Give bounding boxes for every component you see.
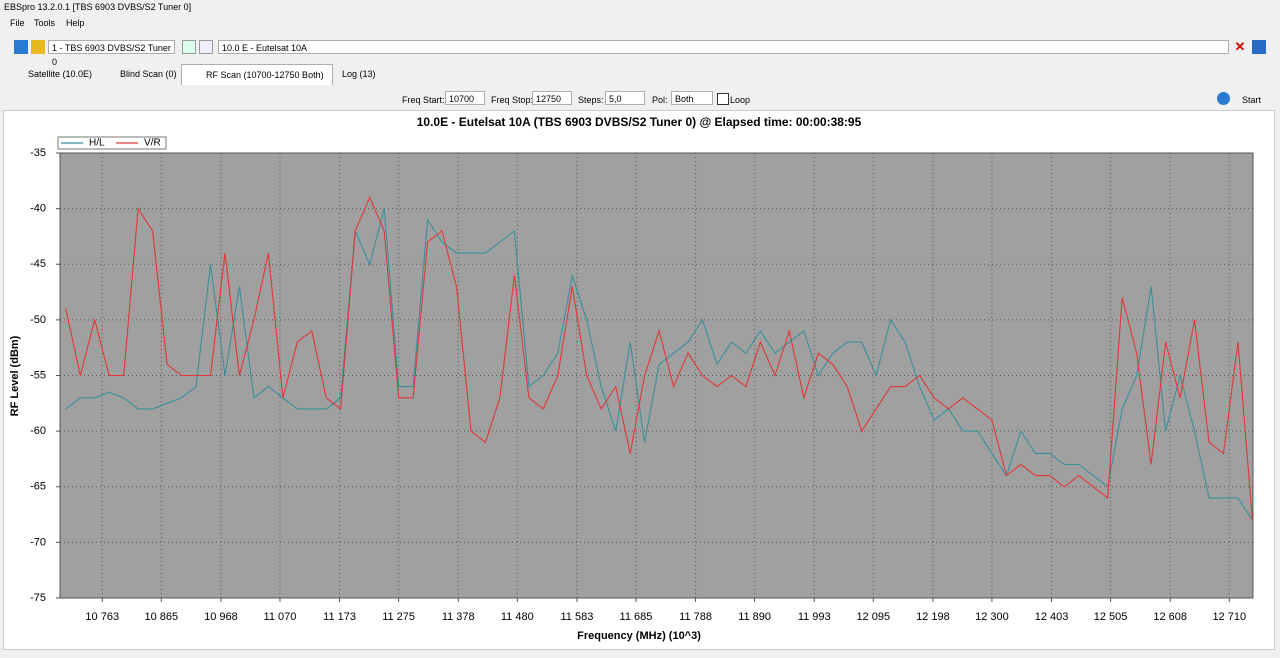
tab[interactable]: Blind Scan (0) [120,69,177,79]
y-tick-label: -55 [30,369,46,381]
label: Steps: [578,95,604,105]
tab[interactable]: Satellite (10.0E) [28,69,93,79]
x-tick-label: 11 070 [264,611,297,623]
x-tick-label: 10 865 [144,611,178,623]
series-line [65,208,1253,521]
refresh-button[interactable] [14,40,28,54]
lock-button[interactable] [31,40,45,54]
label: Freq Start: [402,95,445,105]
menu-file[interactable]: File [10,18,25,28]
label: Pol: [652,95,668,105]
x-tick-label: 11 890 [738,611,771,623]
x-tick-label: 12 505 [1094,611,1128,623]
x-tick-label: 11 685 [620,611,653,623]
x-tick-label: 12 403 [1035,611,1069,623]
loop-checkbox[interactable] [717,93,729,105]
x-tick-label: 11 173 [323,611,356,623]
add-button[interactable] [182,40,196,54]
tab[interactable]: Log (13) [342,69,376,79]
x-tick-label: 10 763 [85,611,119,623]
y-tick-label: -40 [30,203,46,215]
legend-label: H/L [89,138,105,149]
label: Freq Stop: [491,95,534,105]
y-tick-label: -75 [30,592,46,604]
y-tick-label: -65 [30,481,46,493]
pol-select[interactable]: Both [671,91,713,105]
x-tick-label: 11 583 [560,611,593,623]
tuner-select[interactable]: 1 - TBS 6903 DVBS/S2 Tuner 0 [48,40,175,67]
save-button[interactable] [1252,40,1266,54]
legend [57,136,167,150]
y-axis-label: RF Level (dBm) [9,335,21,416]
x-tick-label: 11 378 [442,611,475,623]
y-tick-label: -50 [30,314,46,326]
start-icon[interactable] [1217,92,1230,105]
freq-stop-input[interactable]: 12750 [532,91,572,105]
y-tick-label: -70 [30,536,46,548]
y-tick-label: -60 [30,425,46,437]
satellite-select[interactable]: 10.0 E - Eutelsat 10A [218,40,1229,54]
freq-start-input[interactable]: 10700 [445,91,485,105]
x-tick-label: 11 993 [798,611,831,623]
close-button[interactable]: ✕ [1234,39,1246,54]
legend-label: V/R [144,138,161,149]
tab-active[interactable]: RF Scan (10700-12750 Both) [181,64,333,85]
x-tick-label: 11 788 [679,611,712,623]
menu-help[interactable]: Help [66,18,85,28]
y-tick-label: -35 [30,147,46,159]
start-button[interactable]: Start [1242,95,1262,105]
x-tick-label: 12 710 [1212,611,1246,623]
window-title: EBSpro 13.2.0.1 [TBS 6903 DVBS/S2 Tuner … [4,2,192,12]
chart: 10.0E - Eutelsat 10A (TBS 6903 DVBS/S2 T… [3,110,1275,650]
x-tick-label: 11 480 [501,611,534,623]
x-tick-label: 11 275 [382,611,415,623]
series-line [65,196,1253,521]
x-tick-label: 10 968 [204,611,238,623]
y-tick-label: -45 [30,258,46,270]
x-tick-label: 12 095 [856,611,890,623]
x-tick-label: 12 198 [916,611,950,623]
menu-tools[interactable]: Tools [34,18,56,28]
steps-input[interactable]: 5,0 [605,91,645,105]
chart-title: 10.0E - Eutelsat 10A (TBS 6903 DVBS/S2 T… [417,115,862,129]
x-axis-label: Frequency (MHz) (10^3) [577,630,701,642]
x-tick-label: 12 300 [975,611,1009,623]
x-tick-label: 12 608 [1153,611,1187,623]
settings-button[interactable] [199,40,213,54]
label: Loop [730,95,751,105]
